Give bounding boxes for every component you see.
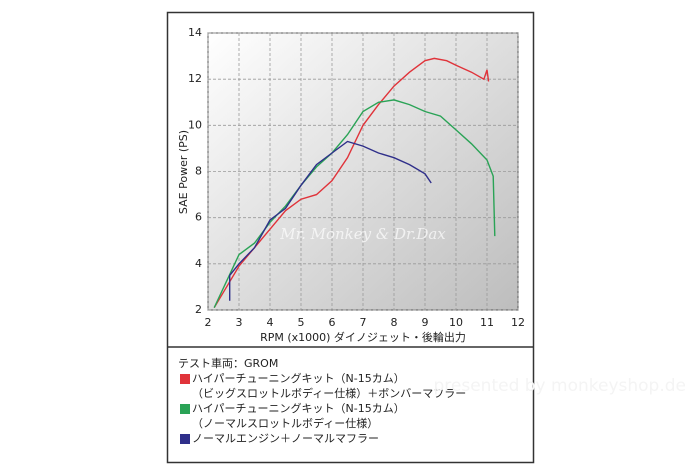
y-tick-label: 8: [195, 165, 202, 178]
legend: ハイパーチューニングキット（N-15カム）（ビッグスロットルボディー仕様）＋ボン…: [180, 371, 466, 445]
series-line: [229, 140, 432, 301]
y-tick-label: 10: [188, 118, 202, 131]
legend-label: ハイパーチューニングキット（N-15カム）: [192, 371, 405, 385]
legend-label: ノーマルエンジン＋ノーマルマフラー: [192, 432, 379, 445]
series-line: [213, 57, 490, 309]
legend-title: テスト車両：GROM: [178, 356, 278, 370]
y-tick-label: 2: [195, 303, 202, 316]
y-tick-label: 12: [188, 72, 202, 85]
x-tick-label: 6: [329, 316, 336, 329]
y-axis-label: SAE Power (PS): [177, 130, 190, 214]
x-tick-label: 10: [449, 316, 463, 329]
x-tick-label: 9: [422, 316, 429, 329]
y-tick-label: 4: [195, 257, 202, 270]
legend-swatch: [180, 434, 190, 444]
legend-swatch: [180, 404, 190, 414]
x-tick-label: 2: [205, 316, 212, 329]
legend-detail: （ビッグスロットルボディー仕様）＋ボンバーマフラー: [192, 386, 466, 400]
x-tick-label: 8: [391, 316, 398, 329]
watermark: Mr. Monkey & Dr.Dax: [279, 225, 446, 243]
series-line: [213, 99, 496, 308]
x-tick-label: 12: [511, 316, 525, 329]
x-tick-label: 3: [236, 316, 243, 329]
legend-swatch: [180, 374, 190, 384]
series: [213, 57, 496, 309]
y-tick-label: 14: [188, 26, 202, 39]
x-axis-label: RPM (x1000) ダイノジェット・後輪出力: [260, 330, 466, 344]
x-tick-label: 11: [480, 316, 494, 329]
legend-detail: （ノーマルスロットルボディー仕様）: [192, 416, 378, 430]
x-tick-label: 7: [360, 316, 367, 329]
x-tick-label: 5: [298, 316, 305, 329]
credit: presented by monkeyshop.de: [433, 376, 686, 396]
legend-label: ハイパーチューニングキット（N-15カム）: [192, 401, 405, 415]
x-tick-label: 4: [267, 316, 274, 329]
y-tick-label: 6: [195, 211, 202, 224]
